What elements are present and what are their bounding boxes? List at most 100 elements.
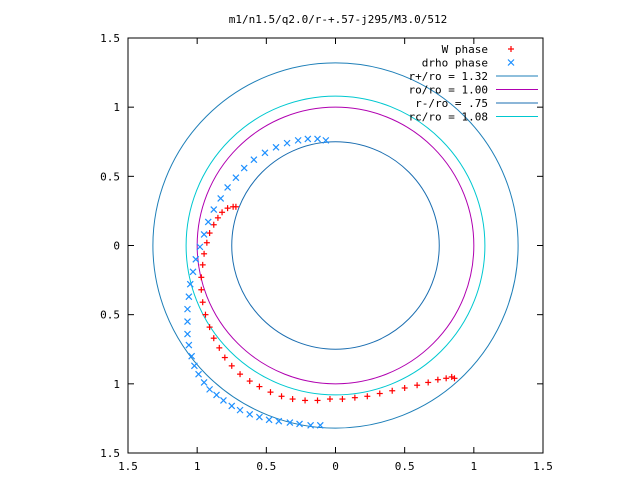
point-drho-phase-stroke xyxy=(307,421,315,429)
point-w-phase xyxy=(376,390,383,397)
point-drho-phase-stroke xyxy=(294,136,302,144)
point-w-phase xyxy=(206,230,213,237)
point-drho-phase xyxy=(184,318,191,326)
x-tick-label: 1.5 xyxy=(533,460,553,473)
point-drho-phase xyxy=(240,164,248,172)
point-w-phase xyxy=(364,393,371,400)
legend-label-drho-phase: drho phase xyxy=(422,57,488,70)
point-drho-phase xyxy=(224,183,232,191)
y-tick-label: 1.5 xyxy=(100,447,120,460)
x-tick-label: 0.5 xyxy=(256,460,276,473)
point-drho-phase-stroke xyxy=(200,231,208,238)
y-tick-label: 0.5 xyxy=(100,309,120,322)
point-drho-phase xyxy=(286,419,294,426)
x-tick-label: 0.5 xyxy=(395,460,415,473)
point-w-phase xyxy=(237,371,244,378)
point-w-phase xyxy=(216,344,223,351)
point-drho-phase xyxy=(189,268,197,276)
point-w-phase xyxy=(246,378,253,385)
y-tick-label: 0 xyxy=(113,240,120,253)
point-drho-phase xyxy=(184,305,191,313)
point-drho-phase-stroke xyxy=(188,352,196,360)
point-drho-phase xyxy=(304,135,312,143)
point-drho-phase-stroke xyxy=(286,419,294,426)
point-w-phase xyxy=(203,239,210,246)
point-drho-phase-stroke xyxy=(200,379,208,386)
point-drho-phase-stroke xyxy=(217,195,225,202)
circle-r-ro-75 xyxy=(231,141,440,350)
point-drho-phase-stroke xyxy=(316,421,324,429)
point-w-phase xyxy=(448,373,455,380)
point-w-phase xyxy=(278,393,285,400)
point-w-phase xyxy=(224,205,231,212)
point-drho-phase xyxy=(294,136,302,144)
point-drho-phase-stroke xyxy=(213,391,220,399)
point-drho-phase xyxy=(200,379,208,386)
point-drho-phase-stroke xyxy=(232,174,240,182)
point-w-phase xyxy=(314,397,321,404)
circle-ro-ro-1-00 xyxy=(196,106,475,385)
point-w-phase xyxy=(210,335,217,342)
point-drho-phase-stroke xyxy=(195,370,202,378)
point-drho-phase-stroke xyxy=(255,413,263,421)
point-drho-phase xyxy=(275,417,283,425)
point-drho-phase xyxy=(255,413,263,421)
point-drho-phase xyxy=(204,218,212,226)
point-drho-phase xyxy=(316,421,324,429)
point-drho-phase xyxy=(196,243,204,251)
point-drho-phase xyxy=(206,385,214,393)
point-w-phase xyxy=(230,203,237,210)
point-w-phase xyxy=(228,362,235,369)
point-w-phase xyxy=(214,214,221,221)
point-drho-phase-stroke xyxy=(206,385,214,393)
point-drho-phase xyxy=(200,231,208,238)
point-drho-phase xyxy=(283,139,291,147)
chart-title: m1/n1.5/q2.0/r-+.57-j295/M3.0/512 xyxy=(229,13,448,26)
point-drho-phase xyxy=(213,391,220,399)
point-drho-phase-stroke xyxy=(184,318,191,326)
point-drho-phase-stroke xyxy=(296,420,303,428)
circle-rc-ro-1-08 xyxy=(185,95,486,396)
point-w-phase xyxy=(289,396,296,403)
point-drho-phase-stroke xyxy=(265,416,273,424)
point-w-phase xyxy=(201,250,208,257)
point-drho-phase xyxy=(190,362,198,370)
point-drho-phase-stroke xyxy=(204,218,212,226)
legend-marker-w-phase xyxy=(508,46,514,52)
point-w-phase xyxy=(267,389,274,396)
legend-label-r-ro-1-32: r+/ro = 1.32 xyxy=(409,70,488,83)
legend-label-r-ro-75: r-/ro = .75 xyxy=(415,97,488,110)
point-drho-phase xyxy=(220,397,227,404)
circle-r-ro-1-32 xyxy=(152,62,519,429)
x-tick-label: 1.5 xyxy=(118,460,138,473)
point-drho-phase-stroke xyxy=(261,149,269,157)
point-drho-phase xyxy=(210,206,218,213)
x-tick-label: 1 xyxy=(471,460,478,473)
point-w-phase xyxy=(302,397,309,404)
point-drho-phase-stroke xyxy=(236,406,244,414)
point-drho-phase xyxy=(186,280,194,288)
point-w-phase xyxy=(434,376,441,383)
legend-label-rc-ro-1-08: rc/ro = 1.08 xyxy=(409,111,488,124)
point-w-phase xyxy=(206,324,213,331)
point-w-phase xyxy=(351,394,358,401)
point-drho-phase xyxy=(185,293,193,301)
point-w-phase xyxy=(198,274,205,281)
point-drho-phase xyxy=(188,352,196,360)
point-drho-phase-stroke xyxy=(186,280,194,288)
point-drho-phase-stroke xyxy=(224,183,232,191)
point-drho-phase xyxy=(185,341,193,349)
point-drho-phase xyxy=(314,135,321,143)
point-drho-phase xyxy=(192,255,200,263)
point-drho-phase xyxy=(272,143,280,151)
point-drho-phase-stroke xyxy=(210,206,218,213)
point-drho-phase-stroke xyxy=(220,397,227,404)
point-w-phase xyxy=(221,354,228,361)
point-drho-phase-stroke xyxy=(272,143,280,151)
legend-label-w-phase: W phase xyxy=(442,43,488,56)
point-w-phase xyxy=(256,383,263,390)
point-drho-phase-stroke xyxy=(322,136,330,144)
point-w-phase xyxy=(199,261,206,268)
point-drho-phase-stroke xyxy=(184,330,191,338)
